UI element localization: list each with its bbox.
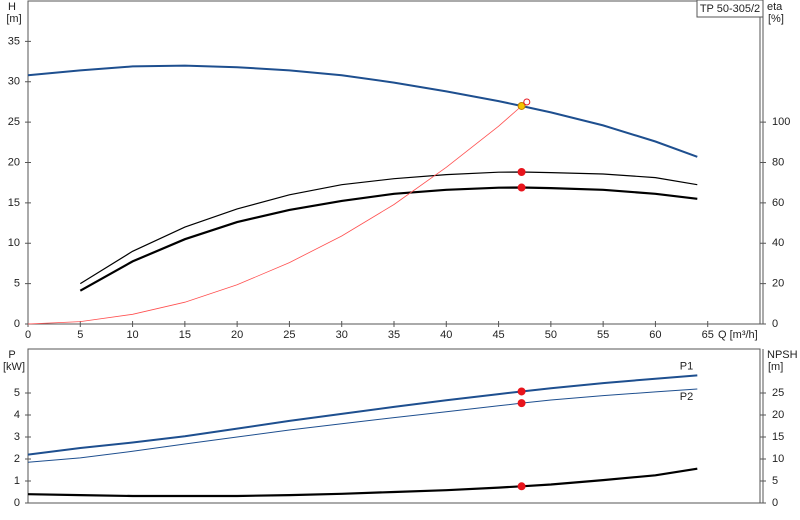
x-tick-label: 60	[649, 329, 661, 341]
duty-point	[517, 399, 526, 408]
x-tick-label: 30	[336, 329, 348, 341]
y-tick-label: 4	[14, 409, 20, 421]
x-tick-label: 10	[126, 329, 138, 341]
duty-point	[517, 482, 526, 491]
curve	[27, 64, 698, 158]
curve	[79, 171, 698, 285]
curve-label: P1	[680, 360, 693, 372]
y2-tick-label: 80	[772, 156, 784, 168]
y2-axis-unit: [m]	[768, 361, 783, 373]
y-tick-label: 2	[14, 453, 20, 465]
y2-tick-label: 5	[772, 475, 778, 487]
curve	[27, 105, 522, 325]
y2-tick-label: 40	[772, 237, 784, 249]
y2-tick-label: 10	[772, 453, 784, 465]
y2-tick-label: 0	[772, 497, 778, 509]
plot-frame	[27, 348, 761, 504]
y-tick-label: 35	[8, 35, 20, 47]
x-axis-label: Q [m³/h]	[718, 329, 758, 341]
y2-tick-label: 25	[772, 387, 784, 399]
duty-point	[517, 387, 526, 396]
curve-label: P2	[680, 391, 693, 403]
x-tick-label: 25	[283, 329, 295, 341]
y2-axis-label: NPSH	[767, 349, 798, 361]
x-tick-label: 55	[597, 329, 609, 341]
y-axis-unit: [kW]	[3, 361, 25, 373]
curve	[27, 388, 698, 463]
duty-point	[523, 98, 531, 106]
y2-axis-unit: [%]	[768, 13, 784, 25]
plot-frame	[27, 0, 761, 325]
y2-tick-label: 20	[772, 278, 784, 290]
duty-point	[517, 167, 526, 176]
y-tick-label: 0	[14, 318, 20, 330]
x-tick-label: 5	[77, 329, 83, 341]
curve	[27, 467, 698, 498]
y-tick-label: 25	[8, 116, 20, 128]
y-tick-label: 0	[14, 497, 20, 509]
x-tick-label: 15	[179, 329, 191, 341]
x-tick-label: 40	[440, 329, 452, 341]
duty-point	[517, 183, 526, 192]
title-box	[696, 0, 764, 18]
y-tick-label: 15	[8, 197, 20, 209]
y-axis-unit: [m]	[6, 13, 21, 25]
y-tick-label: 5	[14, 387, 20, 399]
y-tick-label: 20	[8, 156, 20, 168]
y-tick-label: 30	[8, 76, 20, 88]
y-tick-label: 10	[8, 237, 20, 249]
x-tick-label: 0	[25, 329, 31, 341]
y2-tick-label: 20	[772, 409, 784, 421]
y-axis-label: P	[8, 349, 15, 361]
y2-tick-label: 15	[772, 431, 784, 443]
y-tick-label: 1	[14, 475, 20, 487]
x-tick-label: 45	[492, 329, 504, 341]
x-tick-label: 65	[702, 329, 714, 341]
y-tick-label: 5	[14, 278, 20, 290]
y-axis-label: H	[8, 1, 16, 13]
x-tick-label: 20	[231, 329, 243, 341]
curve	[79, 186, 698, 292]
y2-tick-label: 100	[772, 116, 790, 128]
curve	[27, 374, 698, 456]
y2-axis-label: eta	[767, 1, 783, 13]
x-tick-label: 35	[388, 329, 400, 341]
x-tick-label: 50	[545, 329, 557, 341]
y-tick-label: 3	[14, 431, 20, 443]
y2-tick-label: 60	[772, 197, 784, 209]
duty-point	[517, 101, 526, 110]
y2-tick-label: 0	[772, 318, 778, 330]
chart-title: TP 50-305/2	[700, 3, 760, 15]
